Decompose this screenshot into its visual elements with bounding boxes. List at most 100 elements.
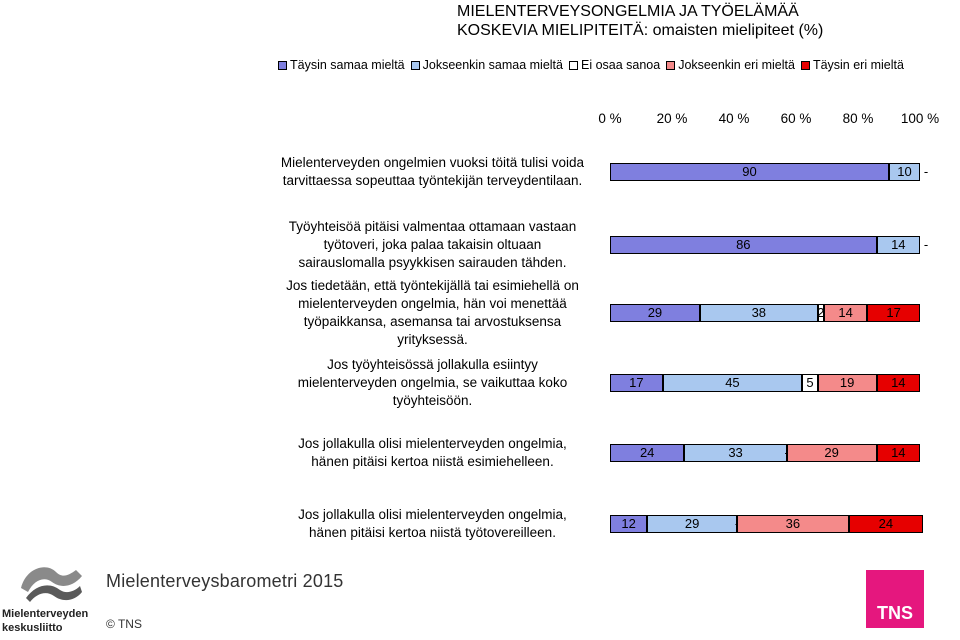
tns-logo-text: TNS	[877, 603, 913, 623]
data-label: 14	[891, 445, 906, 460]
bar-segment	[823, 304, 868, 322]
row-label-line: Jos jollakulla olisi mielenterveyden ong…	[298, 507, 567, 522]
data-label: 12	[621, 516, 636, 531]
row-label-line: työyhteisöön.	[392, 393, 473, 408]
x-tick-label: 20 %	[656, 111, 688, 126]
bar-segment	[786, 444, 877, 462]
legend-item: Täysin samaa mieltä	[278, 58, 405, 72]
bar-segment	[876, 236, 920, 254]
data-label: 29	[684, 516, 700, 531]
bar-segment	[889, 163, 920, 181]
data-label: 38	[751, 305, 767, 320]
row-label-line: hänen pitäisi kertoa niistä esimiehellee…	[311, 454, 554, 469]
legend-swatch	[800, 60, 810, 70]
row-label: Jos jollakulla olisi mielenterveyden ong…	[255, 435, 610, 471]
bar-segment	[802, 374, 818, 392]
legend-swatch	[278, 60, 287, 70]
chart-legend: Täysin samaa mieltä Jokseenkin samaa miel…	[278, 58, 904, 72]
data-label: 86	[736, 237, 751, 252]
stacked-bar: 86 14 -	[610, 236, 928, 254]
data-label: 14	[891, 237, 906, 252]
data-label: 10	[897, 164, 912, 179]
bar-segment	[610, 304, 700, 322]
x-tick-label: 40 %	[718, 111, 750, 126]
legend-item: Jokseenkin samaa mieltä	[410, 58, 563, 72]
tns-logo: TNS	[866, 570, 924, 628]
row-label-line: mielenterveyden ongelmia, hän voi menett…	[298, 296, 567, 311]
bar-segment	[610, 374, 663, 392]
data-label: 24	[639, 445, 655, 460]
data-label: 17	[629, 375, 644, 390]
stacked-bar: 17 45 5 19 14	[610, 374, 920, 392]
data-label: -	[923, 164, 929, 179]
bar-segment	[876, 444, 920, 462]
stacked-bar: 29 38 2 14 17	[610, 304, 920, 322]
legend-label: Jokseenkin eri mieltä	[678, 58, 795, 72]
chart-title: MIELENTERVEYSONGELMIA JA TYÖELÄMÄÄ	[457, 3, 799, 20]
row-label-line: mielenterveyden ongelmia, se vaikuttaa k…	[297, 375, 568, 390]
row-label-line: työtoveri, joka palaa takaisin oltuaan	[323, 237, 542, 252]
legend-label: Täysin samaa mieltä	[290, 58, 405, 72]
data-label: 17	[886, 305, 901, 320]
row-label-line: työpaikkansa, asemansa tai arvostuksensa	[303, 314, 562, 329]
stacked-bar: 90 10-	[610, 163, 928, 181]
data-label: 2	[817, 305, 825, 320]
bar-segment	[610, 444, 685, 462]
x-tick-label: 0 %	[598, 111, 622, 126]
row-label: Jos työyhteisössä jollakulla esiintyy mie…	[255, 356, 610, 410]
data-label: 29	[647, 305, 663, 320]
mielenterveyden-keskusliitto-logo: Mielenterveyden keskusliitto	[0, 556, 104, 640]
legend-swatch	[568, 60, 578, 70]
bar-segment	[684, 444, 787, 462]
row-label-line: hänen pitäisi kertoa niistä työtovereill…	[309, 525, 556, 540]
row-label-line: tarvittaessa sopeuttaa työntekijän terve…	[282, 173, 583, 188]
data-label: -	[923, 237, 929, 252]
bar-segment	[699, 304, 818, 322]
legend-item: Jokseenkin eri mieltä	[666, 58, 795, 72]
data-label: 24	[878, 516, 894, 531]
bar-segment	[647, 515, 738, 533]
legend-item: Ei osaa sanoa	[568, 58, 661, 72]
data-label: 29	[824, 445, 839, 460]
bar-segment	[610, 515, 648, 533]
bar-segment	[817, 304, 824, 322]
data-label: 36	[785, 516, 801, 531]
footer-copyright: © TNS	[106, 617, 142, 631]
chart-subtitle: KOSKEVIA MIELIPITEITÄ: omaisten mielipit…	[457, 22, 824, 39]
row-label: Työyhteisöä pitäisi valmentaa ottamaan v…	[255, 218, 610, 272]
data-label: 14	[838, 305, 853, 320]
data-label: 45	[725, 375, 740, 390]
bar-segment	[737, 515, 849, 533]
row-label-line: Jos jollakulla olisi mielenterveyden ong…	[298, 436, 567, 451]
row-label: Jos tiedetään, että työntekijällä tai es…	[255, 277, 610, 349]
row-label-line: yrityksessä.	[397, 332, 468, 347]
row-label-line: Jos tiedetään, että työntekijällä tai es…	[286, 278, 579, 293]
bar-segment	[867, 304, 920, 322]
bar-segment	[662, 374, 803, 392]
org-logo-line2: keskusliitto	[2, 622, 63, 634]
footer-brand: Mielenterveysbarometri 2015	[106, 571, 344, 591]
hands-logo-icon	[21, 567, 82, 602]
data-label: 5	[806, 375, 814, 390]
x-tick-label: 60 %	[780, 111, 812, 126]
x-tick-label: 80 %	[842, 111, 874, 126]
row-label-line: Työyhteisöä pitäisi valmentaa ottamaan v…	[288, 219, 577, 234]
bar-segment	[610, 236, 877, 254]
legend-label: Ei osaa sanoa	[580, 58, 661, 72]
row-label: Mielenterveyden ongelmien vuoksi töitä t…	[255, 154, 610, 190]
bar-segment	[610, 163, 889, 181]
chart-title-block: MIELENTERVEYSONGELMIA JA TYÖELÄMÄÄ KOSKE…	[457, 2, 823, 40]
org-logo-line1: Mielenterveyden	[2, 608, 89, 620]
bar-segment	[848, 515, 924, 533]
legend-item: Täysin eri mieltä	[800, 58, 904, 72]
row-label-line: Mielenterveyden ongelmien vuoksi töitä t…	[280, 155, 585, 170]
bar-segment	[876, 374, 920, 392]
legend-label: Jokseenkin samaa mieltä	[422, 58, 563, 72]
legend-swatch	[666, 60, 676, 70]
x-tick-label: 100 %	[900, 111, 940, 126]
data-label: 14	[891, 375, 906, 390]
data-label: 19	[839, 375, 855, 390]
data-label: 90	[742, 164, 757, 179]
